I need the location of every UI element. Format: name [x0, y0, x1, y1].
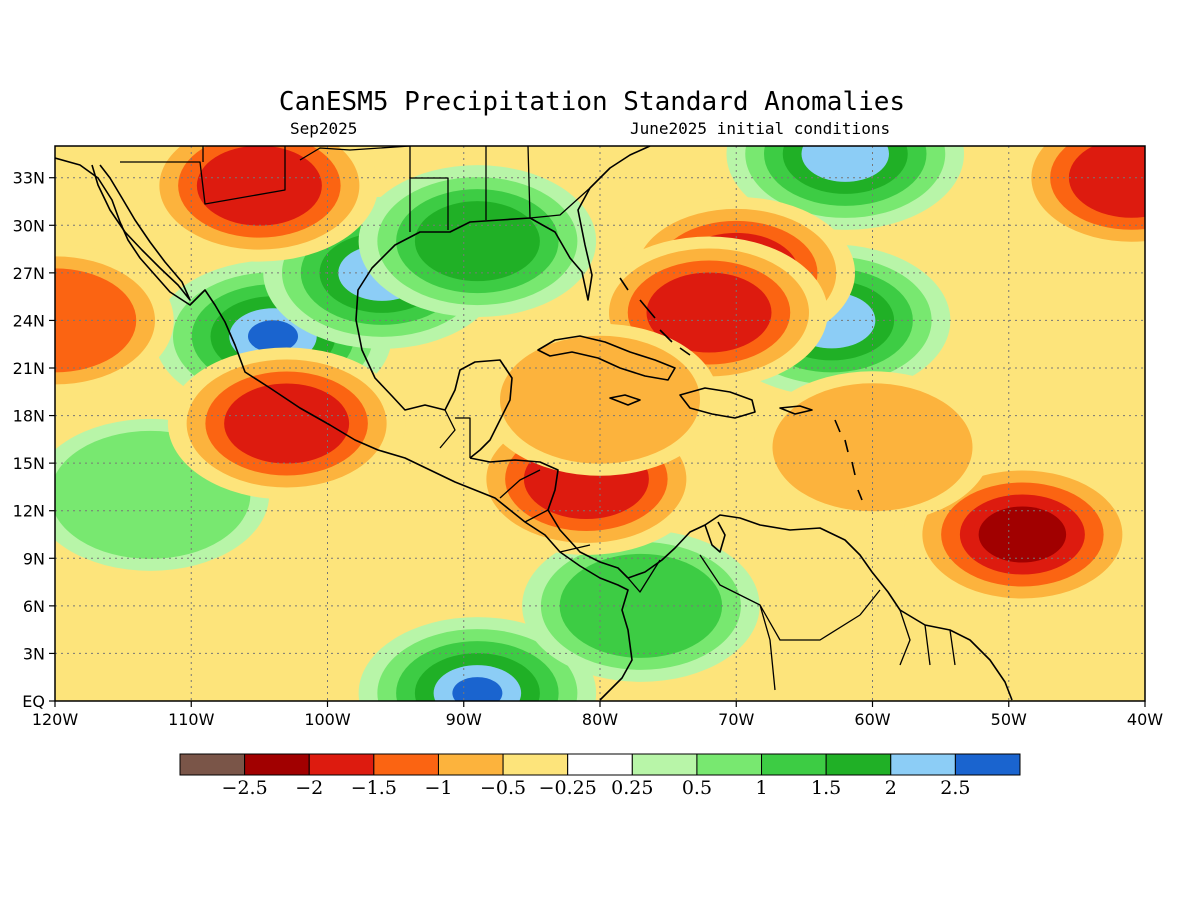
colorbar-swatch: [761, 753, 827, 776]
contour-level: [414, 201, 540, 282]
pacific-coastline: [55, 157, 633, 701]
contour-level: [1068, 146, 1145, 218]
lon-tick-label: 50W: [991, 710, 1027, 729]
colorbar-swatch: [954, 753, 1021, 776]
colorbar-swatch: [244, 753, 310, 776]
puerto-rico-island: [779, 405, 813, 415]
anomaly-feature-6: [522, 529, 760, 682]
colorbar-swatch: [179, 753, 246, 776]
lon-tick-label: 90W: [446, 710, 482, 729]
lake-maracaibo: [704, 521, 726, 553]
bahamas-islands: [619, 277, 691, 356]
lon-tick-label: 80W: [582, 710, 618, 729]
gulf-of-mexico-coastline: [355, 146, 651, 411]
colorbar-swatch: [502, 753, 569, 776]
lon-tick-label: 100W: [304, 710, 351, 729]
lon-tick-label: 120W: [32, 710, 79, 729]
lat-tick-label: 18N: [13, 407, 45, 426]
lat-tick-label: 3N: [23, 644, 45, 663]
lat-tick-label: 27N: [13, 264, 45, 283]
caribbean-coastline: [469, 457, 629, 579]
colorbar-label: −2: [295, 777, 323, 799]
hispaniola-island: [679, 387, 756, 419]
chart-subtitle-initial-conditions: June2025 initial conditions: [630, 119, 890, 138]
colorbar-swatch: [631, 753, 698, 776]
lat-tick-label: 33N: [13, 169, 45, 188]
lon-tick-label: 40W: [1127, 710, 1163, 729]
lat-tick-label: EQ: [22, 692, 45, 711]
map-plot-area: [55, 146, 1145, 701]
lon-tick-label: 110W: [168, 710, 215, 729]
jamaica-island: [609, 394, 641, 406]
colorbar-label: −2.5: [222, 777, 268, 799]
chart-title: CanESM5 Precipitation Standard Anomalies: [279, 87, 905, 117]
colorbar-swatch: [308, 753, 375, 776]
colorbar-swatch: [567, 753, 633, 776]
contour-level: [801, 146, 889, 182]
colorbar-label: −1.5: [351, 777, 397, 799]
lat-tick-label: 15N: [13, 454, 45, 473]
lat-tick-label: 9N: [23, 549, 45, 568]
anomaly-feature-14: [140, 146, 379, 262]
lon-tick-label: 60W: [854, 710, 890, 729]
colorbar-label: 2: [885, 777, 897, 799]
colorbar-label: −0.25: [539, 777, 597, 799]
cuba-island: [537, 335, 676, 381]
lesser-antilles: [834, 419, 863, 501]
lat-tick-label: 12N: [13, 502, 45, 521]
colorbar-label: 1: [755, 777, 767, 799]
anomaly-feature-8: [903, 458, 1142, 611]
colorbar-label: 0.5: [682, 777, 712, 799]
axis-ticks: 120W 110W 100W 90W 80W 70W 60W 50W 40W EQ 3N 6N 9N 12…: [13, 169, 1164, 729]
colorbar-label: −1: [424, 777, 452, 799]
colorbar-swatch: [825, 753, 892, 776]
colorbar-label: −0.5: [480, 777, 526, 799]
anomaly-feature-9: [1012, 146, 1145, 254]
lon-tick-label: 70W: [718, 710, 754, 729]
contour-level: [55, 268, 137, 373]
contour-level: [646, 272, 772, 353]
anomaly-feature-3: [358, 617, 597, 701]
contour-level: [224, 383, 350, 464]
lat-tick-label: 24N: [13, 311, 45, 330]
chart-subtitle-period: Sep2025: [290, 119, 357, 138]
colorbar-label: 0.25: [611, 777, 653, 799]
colorbar: −2.5 −2 −1.5 −1 −0.5 −0.25 0.25 0.5 1 1.5 2 2.5: [179, 753, 1021, 799]
colorbar-label: 2.5: [940, 777, 970, 799]
colorbar-swatch: [890, 753, 956, 776]
lat-tick-label: 21N: [13, 359, 45, 378]
baja-california-coast: [91, 164, 191, 301]
colorbar-swatch: [437, 753, 504, 776]
contour-level: [196, 146, 322, 226]
anomaly-feature-2: [358, 165, 597, 318]
coastline-boundaries: [55, 146, 1013, 701]
yucatan-coastline: [444, 359, 513, 459]
contour-level: [978, 506, 1067, 563]
colorbar-label: 1.5: [811, 777, 841, 799]
lat-tick-label: 6N: [23, 597, 45, 616]
lat-tick-label: 30N: [13, 216, 45, 235]
anomaly-feature-12: [167, 347, 406, 500]
south-america-north-coast: [627, 514, 1013, 701]
colorbar-swatch: [373, 753, 439, 776]
contour-level: [452, 677, 503, 701]
contour-level: [248, 320, 298, 353]
political-boundaries: [120, 146, 956, 691]
colorbar-swatch: [696, 753, 763, 776]
